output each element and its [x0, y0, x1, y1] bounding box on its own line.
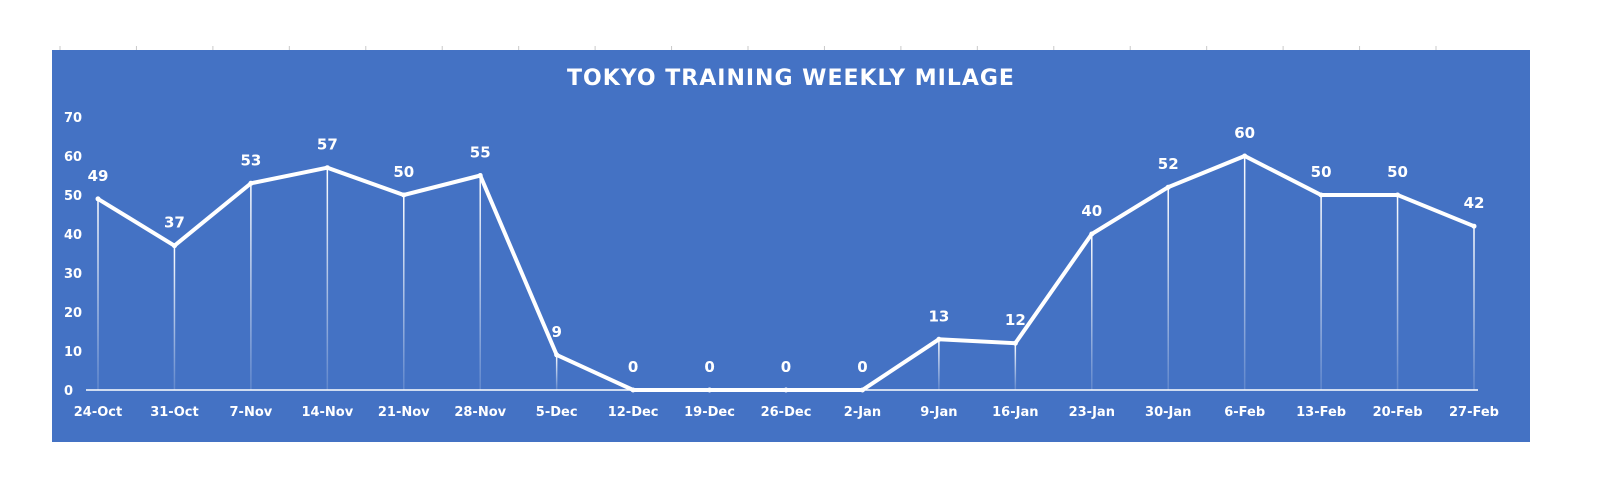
x-tick-label: 30-Jan: [1145, 405, 1191, 420]
data-label: 0: [704, 358, 714, 376]
x-tick-label: 24-Oct: [74, 405, 122, 420]
data-label: 0: [628, 358, 638, 376]
data-point: [554, 352, 560, 358]
data-label: 37: [164, 214, 185, 232]
x-tick-label: 21-Nov: [378, 405, 430, 420]
drop-line: [1243, 156, 1246, 390]
x-tick-label: 9-Jan: [920, 405, 957, 420]
drop-line: [250, 183, 252, 390]
drop-line: [1473, 226, 1475, 390]
data-point: [936, 336, 942, 342]
chart-panel: TOKYO TRAINING WEEKLY MILAGE: [52, 50, 1530, 442]
y-tick-label: 0: [64, 384, 73, 399]
data-label: 57: [317, 136, 338, 154]
x-tick-label: 23-Jan: [1069, 405, 1115, 420]
y-tick-label: 10: [64, 345, 82, 360]
drop-line: [555, 354, 558, 390]
data-label: 50: [1387, 163, 1408, 181]
drop-line: [173, 245, 176, 390]
data-point: [630, 387, 636, 393]
drop-line: [479, 175, 481, 390]
x-tick-label: 14-Nov: [301, 405, 353, 420]
data-label: 55: [470, 144, 491, 162]
data-label: 0: [857, 358, 867, 376]
x-tick-label: 28-Nov: [454, 405, 506, 420]
data-label: 49: [88, 167, 109, 185]
data-point: [477, 173, 483, 178]
data-point: [324, 165, 330, 171]
y-tick-label: 30: [64, 267, 82, 282]
drop-line: [97, 198, 99, 390]
data-point: [171, 243, 177, 249]
data-label: 9: [551, 323, 561, 341]
drop-line: [1396, 195, 1399, 390]
y-tick-label: 50: [64, 189, 82, 204]
x-tick-label: 26-Dec: [761, 405, 812, 420]
x-tick-label: 5-Dec: [536, 405, 578, 420]
data-point: [1165, 184, 1171, 190]
data-point: [1318, 192, 1324, 198]
data-point: [401, 192, 407, 198]
data-point: [859, 387, 865, 393]
drop-line: [1167, 187, 1169, 390]
x-tick-label: 20-Feb: [1373, 405, 1423, 420]
data-point: [707, 387, 713, 393]
x-tick-label: 13-Feb: [1296, 405, 1346, 420]
x-tick-label: 2-Jan: [844, 405, 881, 420]
y-tick-label: 60: [64, 150, 82, 165]
data-label: 42: [1464, 194, 1485, 212]
data-label: 53: [240, 151, 261, 169]
y-tick-label: 40: [64, 228, 82, 243]
y-tick-label: 20: [64, 306, 82, 321]
data-label: 13: [928, 307, 949, 325]
chart-title: TOKYO TRAINING WEEKLY MILAGE: [567, 66, 1015, 91]
x-tick-label: 12-Dec: [608, 405, 659, 420]
drop-line: [1320, 195, 1322, 390]
data-point: [1471, 223, 1477, 229]
data-point: [248, 180, 254, 186]
x-tick-label: 16-Jan: [992, 405, 1038, 420]
data-label: 50: [393, 163, 414, 181]
x-tick-label: 7-Nov: [230, 405, 273, 420]
data-point: [1395, 192, 1401, 198]
data-point: [1242, 153, 1248, 159]
data-label: 12: [1005, 311, 1026, 329]
drop-line: [1091, 234, 1093, 390]
y-tick-label: 70: [64, 111, 82, 126]
drop-line: [1014, 343, 1017, 390]
x-tick-label: 27-Feb: [1449, 405, 1499, 420]
data-point: [783, 387, 789, 393]
data-point: [1089, 231, 1095, 237]
drop-line: [326, 167, 329, 390]
data-label: 0: [781, 358, 791, 376]
data-point: [1012, 340, 1018, 346]
drop-line: [938, 339, 940, 390]
data-label: 52: [1158, 155, 1179, 173]
x-tick-label: 19-Dec: [684, 405, 735, 420]
x-tick-label: 31-Oct: [150, 405, 198, 420]
drop-line: [403, 195, 405, 390]
data-label: 60: [1234, 124, 1255, 142]
series-line: [96, 153, 1475, 392]
data-label: 40: [1081, 202, 1102, 220]
data-label: 50: [1311, 163, 1332, 181]
x-tick-label: 6-Feb: [1224, 405, 1265, 420]
data-point: [95, 196, 101, 202]
